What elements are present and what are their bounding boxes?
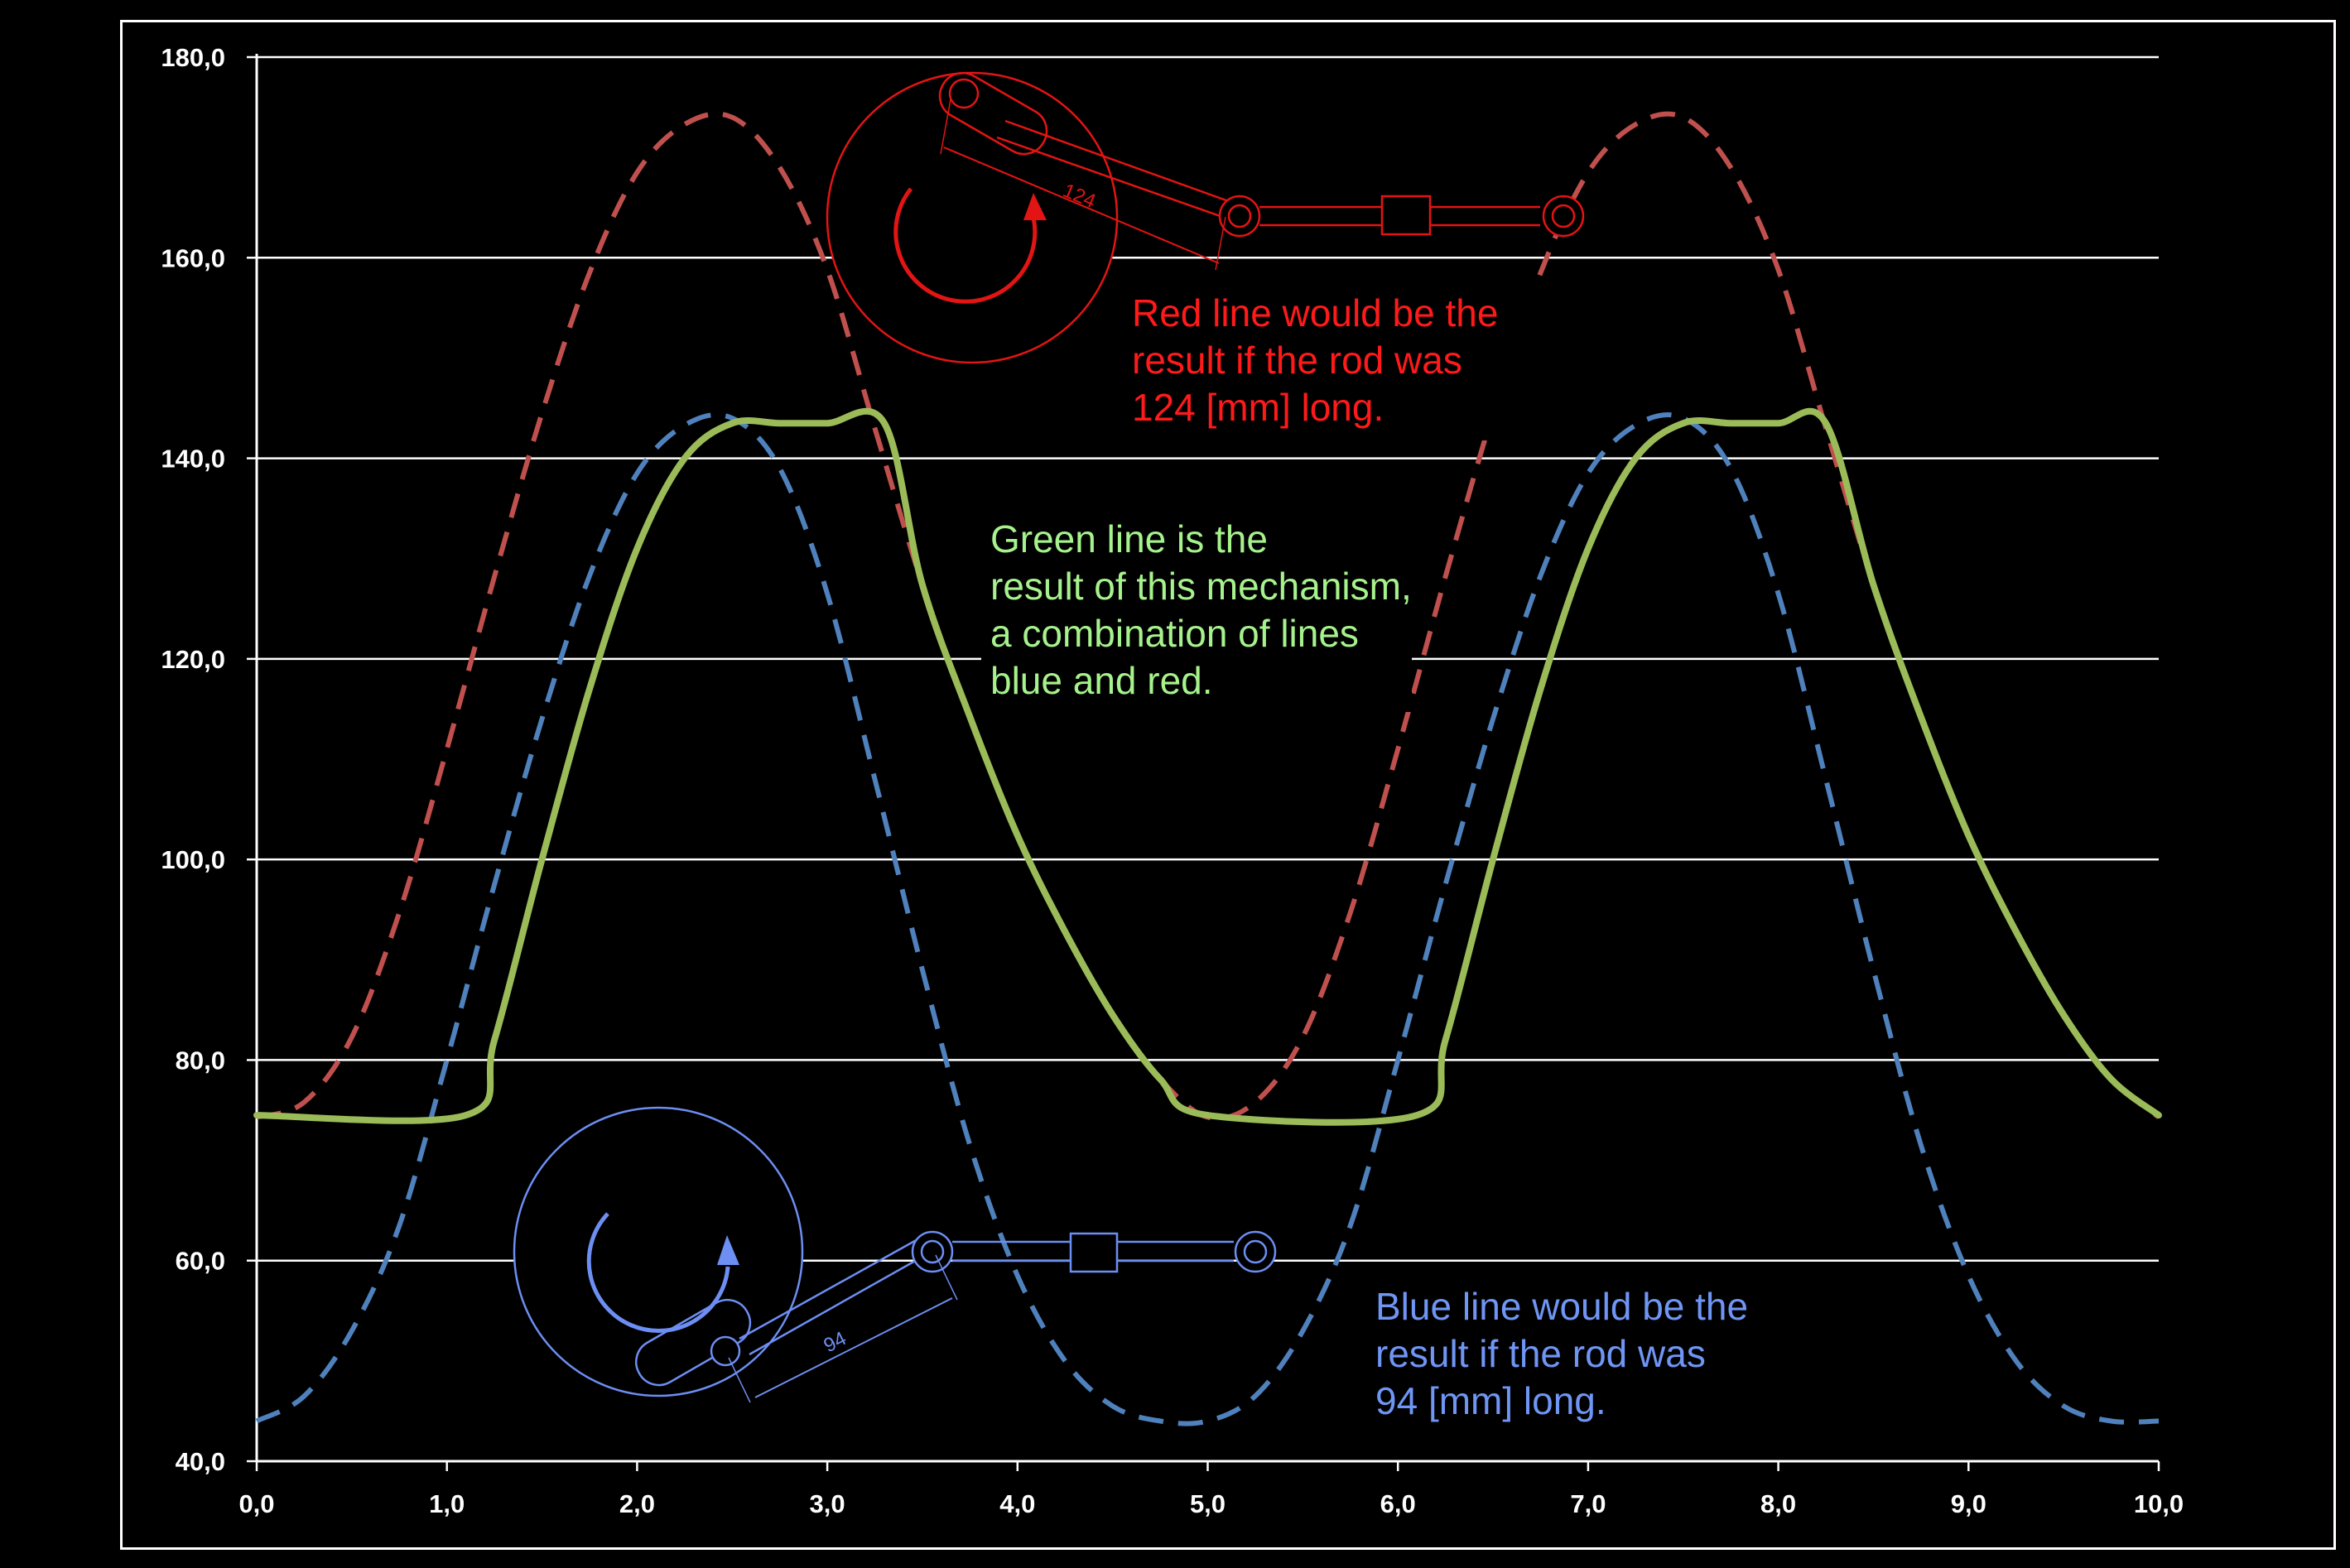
red-annotation-line-2: result if the rod was	[1132, 339, 1462, 382]
red-annotation-backdrop	[1120, 283, 1543, 440]
red-end-joint-inner	[1551, 204, 1576, 228]
blue-mechanism-diagram: 94	[513, 1106, 1277, 1403]
red-rotation-arrowhead	[1023, 193, 1047, 220]
blue-rod-edge-2	[749, 1251, 931, 1356]
red-crank-disk	[826, 71, 1119, 364]
blue-slider-block	[1069, 1232, 1119, 1273]
green-annotation-backdrop	[981, 510, 1412, 712]
red-annotation: Red line would be the result if the rod …	[1120, 283, 1543, 440]
red-slot-pin	[948, 78, 980, 109]
blue-rod-joint-inner	[920, 1239, 945, 1264]
y-tick-label: 120,0	[161, 645, 225, 674]
blue-annotation-line-2: result if the rod was	[1375, 1332, 1706, 1375]
red-rod-joint-outer	[1218, 195, 1261, 238]
blue-annotation-line-3: 94 [mm] long.	[1375, 1379, 1606, 1422]
green-annotation-line-2: result of this mechanism,	[990, 565, 1412, 608]
y-tick-label: 80,0	[176, 1046, 225, 1075]
blue-annotation-backdrop	[1365, 1275, 1795, 1436]
red-rod-joint-inner	[1227, 204, 1252, 228]
y-tick-label: 180,0	[161, 43, 225, 72]
red-annotation-line-3: 124 [mm] long.	[1132, 386, 1384, 429]
red-mechanism-diagram: 124	[826, 71, 1585, 364]
green-annotation: Green line is the result of this mechani…	[981, 510, 1412, 712]
blue-slot-pin	[710, 1335, 741, 1367]
x-tick-label: 2,0	[619, 1489, 655, 1518]
blue-slotted-link	[635, 1298, 752, 1387]
x-tick-label: 8,0	[1760, 1489, 1796, 1518]
x-tick-label: 6,0	[1380, 1489, 1416, 1518]
blue-end-joint-inner	[1243, 1239, 1268, 1264]
blue-dimension-tick-1	[728, 1357, 751, 1403]
series-group	[253, 111, 2162, 1426]
x-tick-label: 0,0	[238, 1489, 274, 1518]
red-dimension-line	[943, 147, 1220, 264]
red-rod-edge-2	[996, 136, 1228, 220]
x-tick-label: 10,0	[2134, 1489, 2184, 1518]
y-tick-label: 160,0	[161, 243, 225, 272]
red-rotation-arrow	[893, 187, 1038, 304]
y-tick-label: 40,0	[176, 1447, 225, 1476]
y-tick-label: 100,0	[161, 845, 225, 874]
blue-rotation-arrowhead	[717, 1235, 739, 1265]
x-tick-label: 3,0	[810, 1489, 845, 1518]
y-tick-label: 60,0	[176, 1247, 225, 1276]
blue-rod-edge-1	[739, 1237, 920, 1340]
blue-end-joint-outer	[1234, 1230, 1277, 1273]
blue-dimension-tick-2	[935, 1254, 958, 1301]
red-annotation-line-1: Red line would be the	[1132, 291, 1498, 334]
green-annotation-line-3: a combination of lines	[990, 612, 1359, 655]
green-annotation-line-4: blue and red.	[990, 659, 1213, 702]
red-slider-block	[1380, 195, 1432, 236]
x-tick-label: 4,0	[999, 1489, 1035, 1518]
green-series-line	[253, 407, 2162, 1126]
chart-frame	[120, 20, 2336, 1550]
blue-dimension-line	[754, 1297, 953, 1398]
x-tick-label: 5,0	[1190, 1489, 1226, 1518]
x-tick-label: 9,0	[1951, 1489, 1986, 1518]
red-slotted-link	[938, 71, 1048, 156]
blue-crank-disk	[513, 1106, 804, 1397]
red-dimension-tick-2	[1215, 216, 1226, 271]
x-tick-label: 1,0	[429, 1489, 465, 1518]
axes: 40,0 60,0 80,0 100,0 120,0 140,0 160,0 180,0 0,0…	[161, 43, 2184, 1518]
x-tick-label: 7,0	[1570, 1489, 1606, 1518]
blue-annotation-line-1: Blue line would be the	[1375, 1285, 1748, 1328]
y-tick-label: 140,0	[161, 445, 225, 474]
red-dimension-tick-1	[940, 99, 951, 155]
green-annotation-line-1: Green line is the	[990, 517, 1268, 560]
blue-annotation: Blue line would be the result if the rod…	[1365, 1275, 1795, 1436]
blue-rod-joint-outer	[911, 1230, 954, 1273]
red-rod-edge-1	[1004, 119, 1236, 205]
red-end-joint-outer	[1542, 195, 1585, 238]
